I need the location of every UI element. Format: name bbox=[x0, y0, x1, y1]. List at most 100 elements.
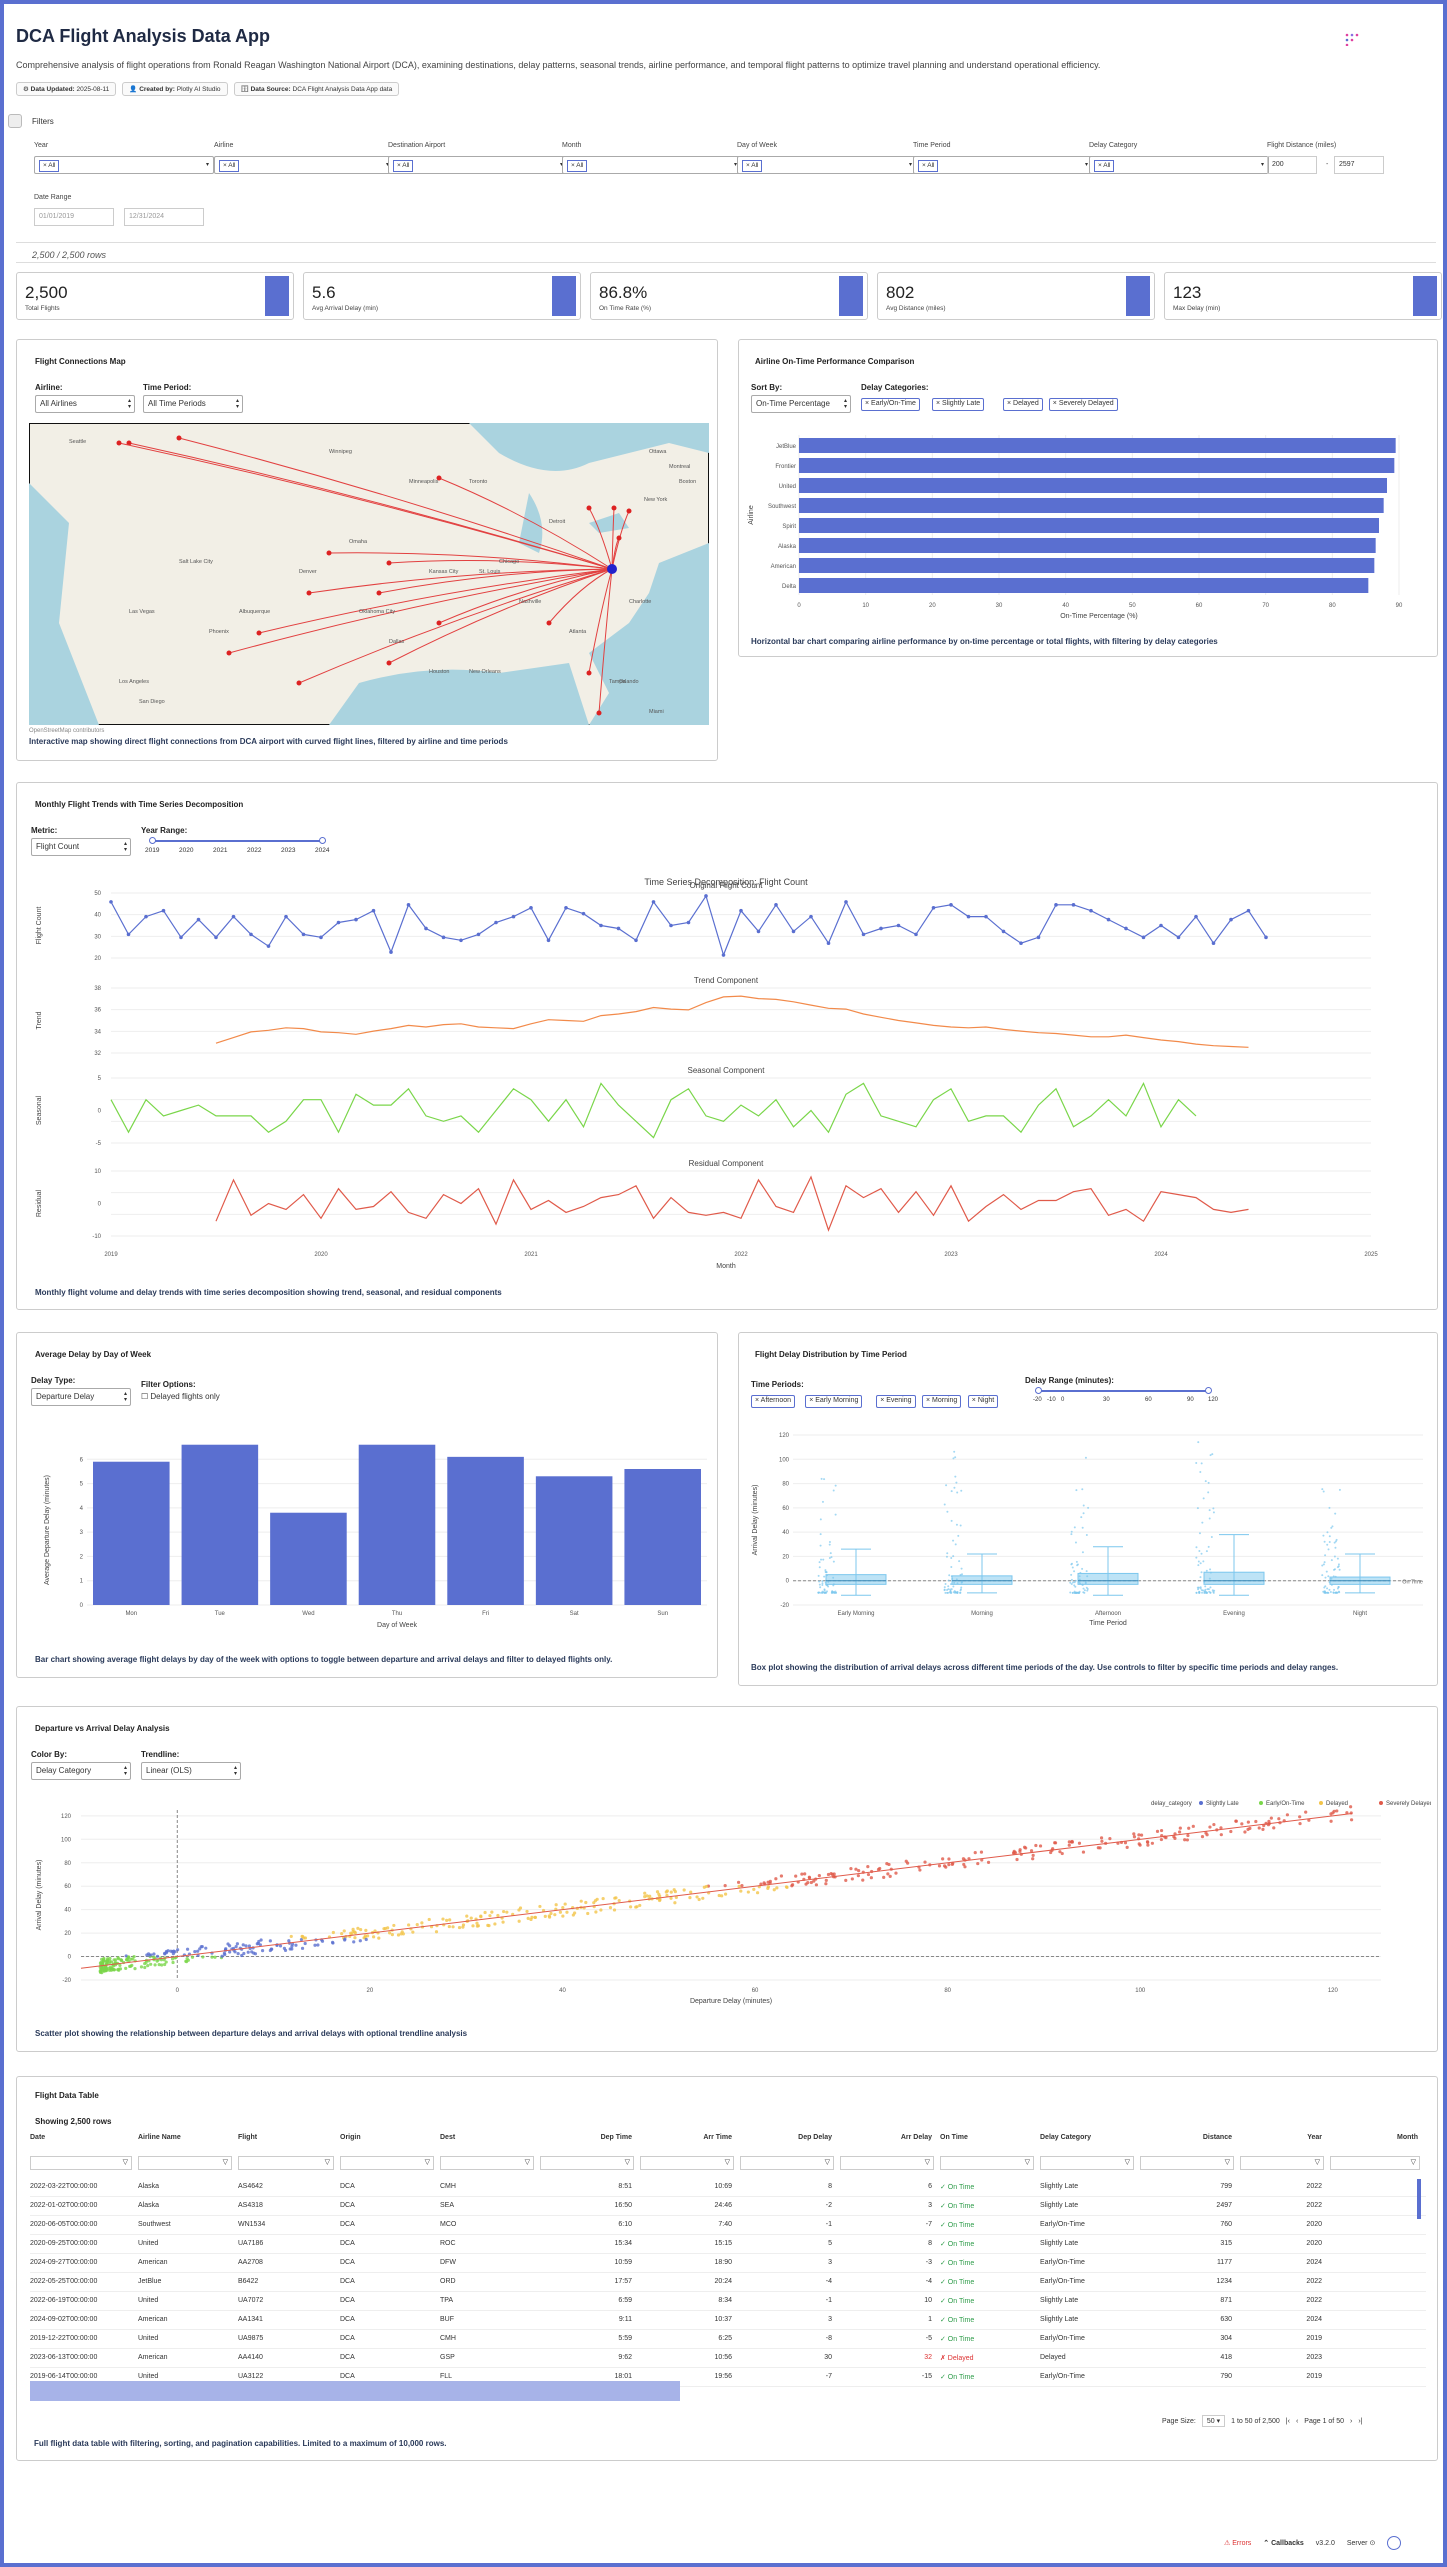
filter-icon[interactable]: ▽ bbox=[624, 2159, 630, 2166]
delaycat-all-tag[interactable]: × All bbox=[1094, 160, 1115, 172]
filter-icon[interactable]: ▽ bbox=[724, 2159, 730, 2166]
debug-toggle-icon[interactable] bbox=[1387, 2536, 1402, 2550]
column-header[interactable]: Arr Delay bbox=[900, 2134, 932, 2141]
callbacks-button[interactable]: ⌃ Callbacks bbox=[1263, 2540, 1304, 2547]
delaycat-chip[interactable]: × Early/On-Time bbox=[861, 398, 920, 411]
month-dropdown-icon[interactable]: ▾ bbox=[733, 162, 737, 168]
column-header[interactable]: Distance bbox=[1202, 2134, 1232, 2141]
dest-dropdown-icon[interactable]: ▾ bbox=[560, 161, 563, 168]
month-filter-select[interactable]: × All ▾ bbox=[562, 156, 742, 174]
period-chip[interactable]: × Afternoon bbox=[751, 1395, 796, 1408]
column-filter-input[interactable]: ▽ bbox=[540, 2156, 634, 2170]
column-filter-input[interactable]: ▽ bbox=[1040, 2156, 1134, 2170]
column-header[interactable]: Origin bbox=[340, 2134, 361, 2141]
column-filter-input[interactable]: ▽ bbox=[238, 2156, 334, 2170]
year-filter-select[interactable]: × All ▾ bbox=[34, 156, 214, 174]
filter-icon[interactable]: ▽ bbox=[122, 2159, 128, 2166]
month-all-tag[interactable]: × All bbox=[567, 160, 588, 172]
distance-max-input[interactable]: 2597 bbox=[1334, 156, 1384, 174]
airline-all-tag[interactable]: × All bbox=[219, 160, 240, 172]
filter-icon[interactable]: ▽ bbox=[524, 2159, 530, 2166]
table-row[interactable]: 2019-12-22T00:00:00 United UA9875 DCA CMH 5:5… bbox=[30, 2330, 1426, 2349]
period-chip[interactable]: × Early Morning bbox=[805, 1395, 863, 1408]
filter-icon[interactable]: ▽ bbox=[222, 2159, 228, 2166]
column-filter-input[interactable]: ▽ bbox=[1140, 2156, 1234, 2170]
dest-all-tag[interactable]: × All bbox=[393, 160, 414, 172]
table-row[interactable]: 2022-05-25T00:00:00 JetBlue B6422 DCA ORD 17:… bbox=[30, 2273, 1426, 2292]
page-size-select[interactable]: 50 ▾ bbox=[1201, 2415, 1226, 2427]
filter-icon[interactable]: ▽ bbox=[924, 2159, 930, 2166]
period-chip[interactable]: × Night bbox=[967, 1395, 999, 1408]
table-row[interactable]: 2023-06-13T00:00:00 American AA4140 DCA GSP 9… bbox=[30, 2349, 1426, 2368]
column-filter-input[interactable]: ▽ bbox=[340, 2156, 434, 2170]
period-chip[interactable]: × Evening bbox=[876, 1395, 916, 1408]
next-page-icon[interactable]: › bbox=[1349, 2417, 1353, 2425]
period-dropdown-icon[interactable]: ▾ bbox=[1084, 162, 1088, 168]
column-header[interactable]: Delay Category bbox=[1040, 2134, 1091, 2141]
filter-icon[interactable]: ▽ bbox=[1224, 2159, 1230, 2166]
year-max-handle[interactable] bbox=[319, 837, 326, 844]
year-range-slider[interactable] bbox=[153, 840, 323, 842]
column-header[interactable]: Date bbox=[30, 2134, 46, 2141]
filter-icon[interactable]: ▽ bbox=[1124, 2159, 1130, 2166]
filter-icon[interactable]: ▽ bbox=[824, 2159, 830, 2166]
filter-icon[interactable]: ▽ bbox=[1024, 2159, 1030, 2166]
column-header[interactable]: Arr Time bbox=[703, 2134, 732, 2141]
column-header[interactable]: Dep Delay bbox=[798, 2134, 832, 2141]
date-end-input[interactable]: 12/31/2024 bbox=[124, 208, 204, 226]
errors-button[interactable]: ⚠ Errors bbox=[1224, 2540, 1252, 2547]
distance-min-input[interactable]: 200 bbox=[1267, 156, 1317, 174]
column-header[interactable]: Airline Name bbox=[138, 2134, 181, 2141]
table-row[interactable]: 2022-01-02T00:00:00 Alaska AS4318 DCA SEA 16:… bbox=[30, 2197, 1426, 2216]
delaycat-filter-select[interactable]: × All ▾ bbox=[1089, 156, 1269, 174]
column-filter-input[interactable]: ▽ bbox=[138, 2156, 232, 2170]
last-page-icon[interactable]: ›| bbox=[1358, 2417, 1363, 2425]
trendline-select[interactable]: Linear (OLS) ▴ ▾ bbox=[141, 1762, 241, 1780]
prev-page-icon[interactable]: ‹ bbox=[1295, 2417, 1299, 2425]
period-chip[interactable]: × Morning bbox=[922, 1395, 962, 1408]
filter-icon[interactable]: ▽ bbox=[1410, 2159, 1416, 2166]
delaycat-chip[interactable]: × Slightly Late bbox=[932, 398, 985, 411]
delaycat-dropdown-icon[interactable]: ▾ bbox=[1260, 162, 1264, 168]
airline-select[interactable]: All Airlines ▴ ▾ bbox=[35, 395, 135, 413]
metric-select[interactable]: Flight Count ▴ ▾ bbox=[31, 838, 131, 856]
table-row[interactable]: 2022-06-19T00:00:00 United UA7072 DCA TPA 6:5… bbox=[30, 2292, 1426, 2311]
year-dropdown-icon[interactable]: ▾ bbox=[205, 162, 209, 168]
column-filter-input[interactable]: ▽ bbox=[740, 2156, 834, 2170]
period-filter-select[interactable]: × All ▾ bbox=[913, 156, 1093, 174]
delayed-only-checkbox[interactable]: ☐ Delayed flights only bbox=[141, 1392, 220, 1401]
table-row[interactable]: 2019-06-14T00:00:00 United UA3122 DCA FLL 18:… bbox=[30, 2368, 1426, 2387]
column-header[interactable]: Flight bbox=[238, 2134, 258, 2141]
airline-dropdown-icon[interactable]: ▾ bbox=[386, 161, 389, 168]
filter-icon[interactable]: ▽ bbox=[424, 2159, 430, 2166]
dow-filter-select[interactable]: × All ▾ bbox=[737, 156, 917, 174]
column-filter-input[interactable]: ▽ bbox=[440, 2156, 534, 2170]
filters-toggle[interactable] bbox=[8, 114, 22, 128]
column-header[interactable]: Dep Time bbox=[600, 2134, 632, 2141]
first-page-icon[interactable]: |‹ bbox=[1285, 2417, 1290, 2425]
column-filter-input[interactable]: ▽ bbox=[30, 2156, 132, 2170]
delay-max-handle[interactable] bbox=[1205, 1387, 1212, 1394]
column-header[interactable]: On Time bbox=[940, 2134, 968, 2141]
horizontal-scrollbar[interactable] bbox=[30, 2381, 680, 2401]
period-all-tag[interactable]: × All bbox=[918, 160, 939, 172]
column-filter-input[interactable]: ▽ bbox=[840, 2156, 934, 2170]
checkbox-icon[interactable]: ☐ bbox=[141, 1392, 149, 1401]
filter-icon[interactable]: ▽ bbox=[324, 2159, 330, 2166]
column-filter-input[interactable]: ▽ bbox=[1240, 2156, 1324, 2170]
dow-all-tag[interactable]: × All bbox=[742, 160, 763, 172]
delay-range-slider[interactable] bbox=[1039, 1390, 1209, 1392]
delay-min-handle[interactable] bbox=[1035, 1387, 1042, 1394]
table-row[interactable]: 2020-09-25T00:00:00 United UA7186 DCA ROC 15:… bbox=[30, 2235, 1426, 2254]
table-row[interactable]: 2022-03-22T00:00:00 Alaska AS4642 DCA CMH 8:5… bbox=[30, 2178, 1426, 2197]
sort-select[interactable]: On-Time Percentage ▴ ▾ bbox=[751, 395, 851, 413]
table-row[interactable]: 2020-06-05T00:00:00 Southwest WN1534 DCA MCO… bbox=[30, 2216, 1426, 2235]
column-header[interactable]: Month bbox=[1397, 2134, 1418, 2141]
table-row[interactable]: 2024-09-27T00:00:00 American AA2708 DCA DFW 1… bbox=[30, 2254, 1426, 2273]
flight-map[interactable]: Toronto Ottawa Montreal Chicago Boston New Yo… bbox=[29, 423, 709, 725]
column-header[interactable]: Dest bbox=[440, 2134, 456, 2141]
dest-filter-select[interactable]: × All ▾ bbox=[388, 156, 568, 174]
column-header[interactable]: Year bbox=[1307, 2134, 1322, 2141]
filter-icon[interactable]: ▽ bbox=[1314, 2159, 1320, 2166]
color-by-select[interactable]: Delay Category ▴ ▾ bbox=[31, 1762, 131, 1780]
